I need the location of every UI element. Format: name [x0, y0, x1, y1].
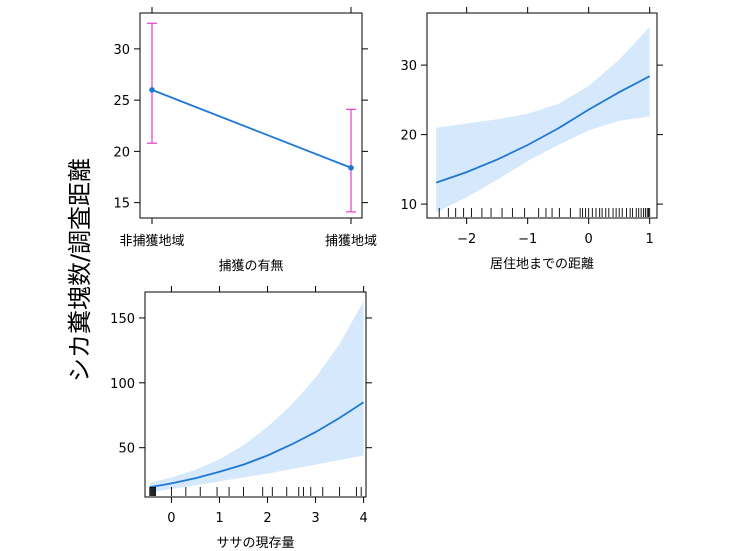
fitted-line [149, 401, 365, 489]
x-tick-label: 0 [167, 511, 175, 526]
x-tick-label: −1 [518, 232, 537, 247]
x-tick-label: 2 [263, 511, 271, 526]
panel-capture [134, 7, 368, 224]
confidence-band [436, 26, 650, 213]
x-axis-label: 居住地までの距離 [490, 257, 594, 272]
estimate-point [149, 87, 155, 93]
x-tick-label: 1 [215, 511, 223, 526]
x-tick-label: 3 [311, 511, 319, 526]
y-tick-label: 10 [400, 198, 417, 213]
x-tick-label: 捕獲地域 [325, 233, 377, 249]
x-tick-label: 0 [585, 232, 593, 247]
estimate-point [348, 164, 354, 171]
x-tick-label: 4 [359, 511, 367, 526]
x-axis-label: 捕獲の有無 [218, 258, 283, 274]
y-tick-label: 50 [118, 442, 135, 457]
panel-frame [139, 12, 363, 219]
x-tick-label: 非捕獲地域 [119, 233, 184, 249]
y-tick-label: 15 [113, 197, 130, 212]
x-axis-label: ササの現存量 [216, 536, 294, 551]
panel-sasa [139, 286, 372, 503]
effect-line [151, 89, 352, 169]
y-axis-label: シカ糞塊数/調査距離 [66, 158, 94, 382]
fitted-line [435, 75, 651, 184]
x-tick-label: −2 [457, 232, 476, 247]
x-tick-label: 1 [646, 232, 654, 247]
y-tick-label: 100 [110, 377, 135, 392]
y-tick-label: 20 [400, 129, 417, 144]
y-tick-label: 25 [113, 94, 130, 109]
panel-frame [144, 291, 367, 498]
y-tick-label: 30 [400, 59, 417, 74]
y-tick-label: 20 [113, 145, 130, 160]
panel-distance [421, 7, 663, 224]
confidence-band [149, 301, 364, 493]
y-tick-label: 30 [113, 43, 130, 58]
y-tick-label: 150 [110, 312, 135, 327]
panel-frame [426, 12, 658, 219]
